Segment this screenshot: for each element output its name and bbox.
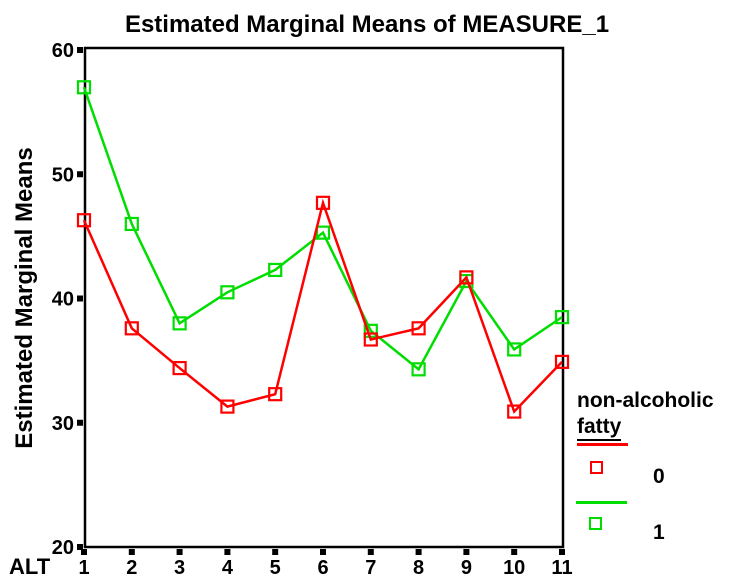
x-tick-mark — [463, 549, 470, 555]
series-marker-1 — [507, 342, 522, 357]
x-tick-label: 5 — [270, 557, 281, 579]
series-marker-1 — [172, 316, 187, 331]
x-axis-name: ALT — [9, 554, 51, 579]
chart-title: Estimated Marginal Means of MEASURE_1 — [124, 11, 610, 38]
series-marker-0 — [172, 360, 187, 376]
series-marker-1 — [76, 80, 92, 95]
x-tick-label: 10 — [503, 557, 525, 579]
series-marker-0 — [268, 387, 283, 402]
x-tick-mark — [176, 549, 183, 555]
x-tick-mark — [320, 549, 326, 555]
x-tick-mark — [415, 549, 422, 555]
x-tick-mark — [81, 549, 87, 555]
series-marker-0 — [315, 195, 331, 210]
x-tick-label: 7 — [365, 557, 376, 579]
y-tick-mark — [77, 47, 83, 53]
y-tick-mark — [77, 171, 83, 178]
series-marker-0 — [363, 332, 378, 347]
series-marker-0 — [220, 399, 235, 414]
series-marker-0 — [411, 321, 426, 336]
y-tick-mark — [77, 295, 83, 302]
series-line-0 — [82, 198, 563, 414]
x-tick-label: 6 — [317, 557, 328, 579]
y-tick-label: 40 — [52, 289, 74, 311]
x-tick-label: 1 — [78, 557, 89, 579]
series-marker-0 — [124, 321, 139, 336]
y-tick-mark — [77, 544, 83, 550]
plot-frame — [83, 46, 565, 549]
y-tick-label: 20 — [52, 537, 74, 559]
series-marker-0 — [507, 404, 522, 419]
y-tick-mark — [77, 419, 83, 426]
x-tick-mark — [511, 549, 518, 555]
x-tick-label: 9 — [461, 557, 472, 579]
y-tick-label: 50 — [52, 164, 74, 186]
x-tick-label: 4 — [222, 557, 234, 579]
series-marker-1 — [220, 285, 235, 300]
x-tick-mark — [272, 549, 279, 555]
x-tick-label: 8 — [413, 557, 424, 579]
series-line-1 — [82, 86, 563, 372]
series-marker-1 — [124, 216, 139, 232]
series-marker-0 — [459, 270, 474, 285]
x-tick-mark — [367, 549, 374, 555]
x-tick-label: 2 — [126, 557, 137, 579]
series-marker-1 — [411, 362, 426, 377]
y-tick-label: 60 — [52, 40, 74, 62]
series-marker-0 — [554, 354, 570, 369]
series-marker-0 — [76, 213, 92, 228]
y-tick-label: 30 — [52, 413, 74, 435]
x-tick-label: 11 — [551, 557, 572, 579]
series-marker-1 — [554, 310, 570, 325]
series-marker-1 — [315, 225, 331, 240]
x-tick-mark — [128, 549, 135, 555]
x-tick-label: 3 — [174, 557, 185, 579]
x-tick-mark — [224, 549, 231, 555]
x-tick-mark — [559, 549, 565, 555]
series-marker-1 — [268, 262, 283, 278]
